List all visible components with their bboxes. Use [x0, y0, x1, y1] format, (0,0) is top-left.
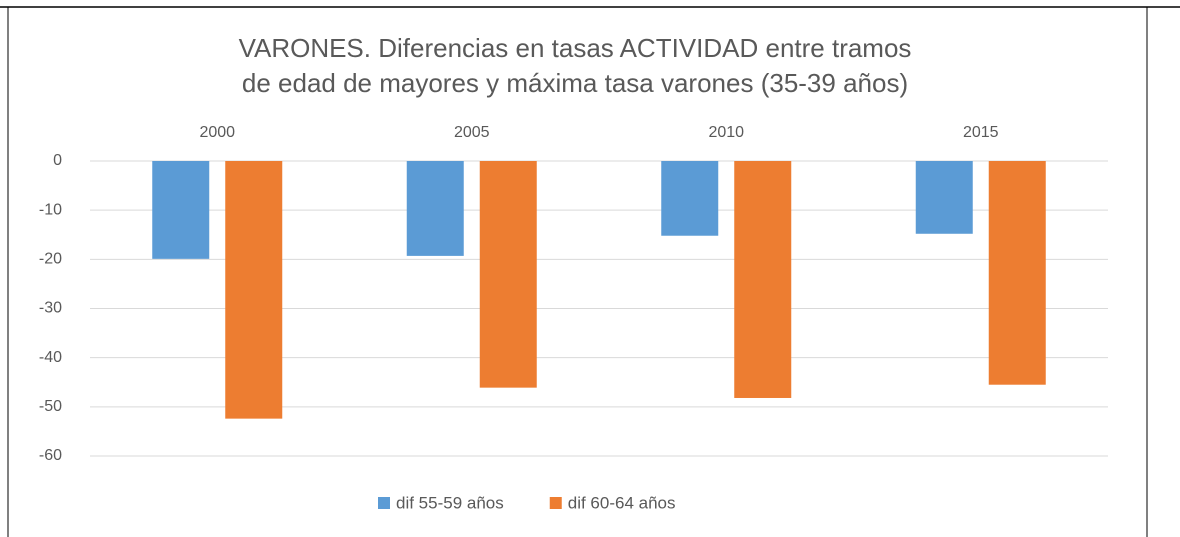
- legend-swatch: [378, 497, 390, 509]
- x-tick-label: 2015: [963, 124, 999, 141]
- y-tick-label: -10: [39, 201, 62, 218]
- x-tick-label: 2005: [454, 124, 490, 141]
- legend-label: dif 55-59 años: [396, 493, 504, 512]
- x-tick-label: 2000: [199, 124, 235, 141]
- x-tick-label: 2010: [708, 124, 744, 141]
- legend-label: dif 60-64 años: [568, 493, 676, 512]
- bar: [661, 161, 719, 236]
- y-tick-label: -50: [39, 398, 62, 415]
- y-tick-label: -40: [39, 349, 62, 366]
- bar: [152, 161, 210, 259]
- bar: [225, 161, 283, 419]
- chart-title: de edad de mayores y máxima tasa varones…: [242, 68, 908, 98]
- bar: [915, 161, 973, 234]
- y-tick-label: -30: [39, 300, 62, 317]
- bar: [734, 161, 792, 398]
- y-tick-label: 0: [53, 152, 62, 169]
- legend-swatch: [549, 497, 562, 509]
- bar: [479, 161, 537, 388]
- bar: [988, 161, 1046, 385]
- y-tick-label: -60: [39, 447, 62, 464]
- y-tick-label: -20: [39, 251, 62, 268]
- bar: [406, 161, 464, 256]
- chart-title: VARONES. Diferencias en tasas ACTIVIDAD …: [239, 33, 912, 63]
